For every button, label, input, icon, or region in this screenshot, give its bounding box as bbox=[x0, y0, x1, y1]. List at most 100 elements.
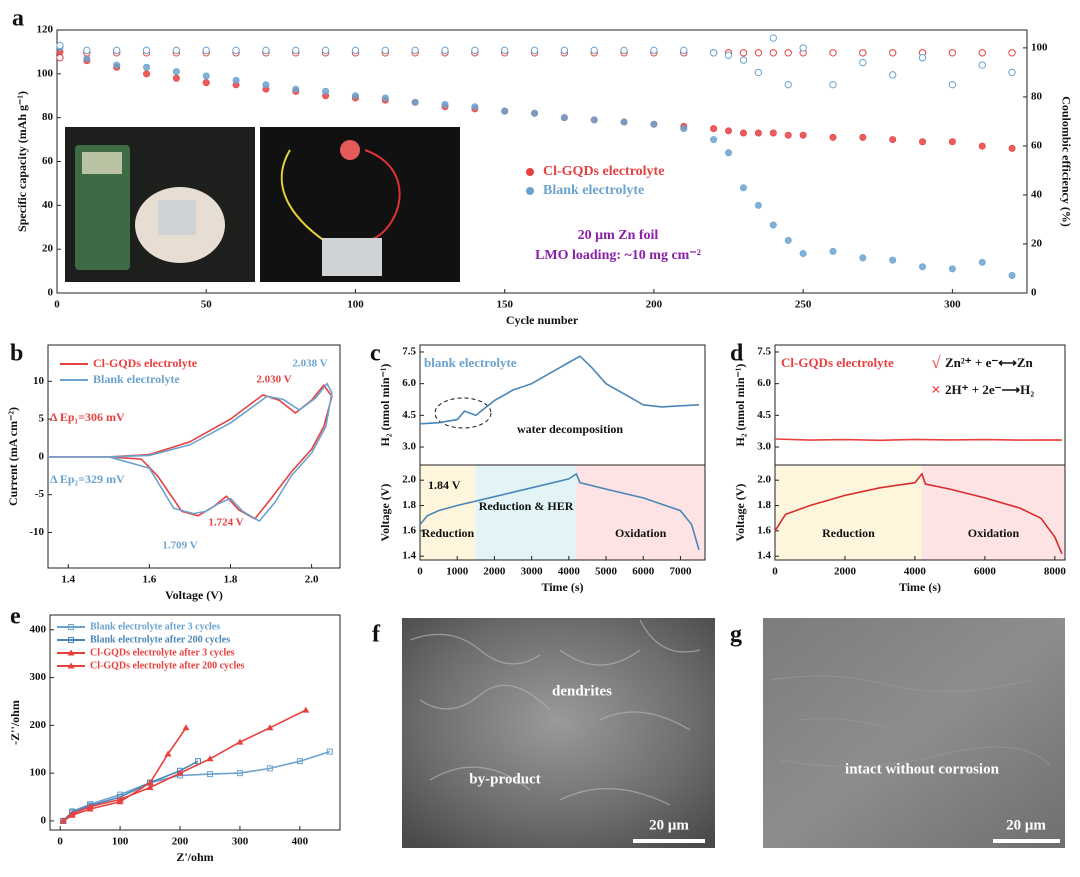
scale-bar-label: 20 μm bbox=[649, 817, 689, 833]
region-label: Reduction bbox=[422, 526, 475, 540]
x-tick-label: 400 bbox=[292, 836, 309, 848]
annotation: Cl-GQDs electrolyte bbox=[781, 355, 894, 370]
photo-display bbox=[82, 152, 122, 174]
y-tick-label: 200 bbox=[30, 719, 47, 731]
data-point bbox=[784, 131, 792, 139]
plot-frame bbox=[419, 464, 706, 561]
data-line bbox=[419, 355, 700, 425]
data-point bbox=[919, 138, 927, 146]
y2-tick-label: 80 bbox=[1031, 90, 1043, 102]
data-point bbox=[784, 49, 792, 57]
data-point bbox=[978, 258, 986, 266]
data-point bbox=[725, 149, 733, 157]
data-point bbox=[859, 254, 867, 262]
x-tick-label: 250 bbox=[795, 299, 812, 311]
data-point bbox=[292, 85, 300, 93]
data-point bbox=[680, 125, 688, 133]
y-tick-label: 7.5 bbox=[757, 346, 771, 358]
y-tick-label: 120 bbox=[37, 24, 54, 36]
data-point bbox=[948, 265, 956, 273]
data-marker bbox=[68, 624, 74, 630]
sem-texture bbox=[409, 619, 701, 806]
y-tick-label: 7.5 bbox=[402, 346, 416, 358]
y-tick-label: 10 bbox=[33, 375, 45, 387]
y-tick-label: 6.0 bbox=[757, 377, 771, 389]
data-marker bbox=[206, 771, 213, 778]
x-tick-label: 200 bbox=[646, 299, 663, 311]
annotation: Δ Ep₁=306 mV bbox=[50, 410, 125, 424]
annotation: 2.038 V bbox=[292, 358, 327, 370]
data-point bbox=[441, 46, 449, 55]
data-point bbox=[948, 49, 957, 57]
data-line bbox=[774, 472, 1063, 555]
annotation: Zn²⁺ + e⁻⟷Zn bbox=[945, 355, 1034, 370]
data-point bbox=[531, 109, 539, 117]
data-point bbox=[888, 49, 897, 57]
data-point bbox=[321, 46, 330, 55]
region bbox=[775, 465, 922, 560]
data-point bbox=[172, 68, 180, 76]
data-point bbox=[560, 46, 569, 55]
photo-cell bbox=[158, 200, 196, 235]
data-point bbox=[888, 71, 897, 79]
region-label: Reduction bbox=[822, 526, 875, 540]
y-tick-label: 20 bbox=[42, 243, 54, 255]
data-point bbox=[441, 101, 449, 109]
data-point bbox=[202, 79, 210, 87]
x-tick-label: 1.8 bbox=[224, 574, 238, 586]
y-tick-label: 2.0 bbox=[757, 474, 771, 486]
data-point bbox=[232, 76, 240, 84]
data-point bbox=[829, 49, 837, 57]
y2-tick-label: 0 bbox=[1031, 287, 1037, 299]
data-marker bbox=[236, 770, 243, 777]
legend-label: Cl-GQDs electrolyte after 3 cycles bbox=[90, 647, 235, 658]
y-tick-label: 40 bbox=[42, 199, 54, 211]
data-point bbox=[590, 46, 598, 55]
data-marker bbox=[326, 748, 333, 755]
data-marker bbox=[206, 755, 214, 762]
data-point bbox=[351, 92, 359, 100]
legend-marker bbox=[526, 168, 534, 176]
panel-letter: e bbox=[10, 604, 21, 630]
image-annotation: dendrites bbox=[552, 683, 612, 699]
data-point bbox=[56, 53, 64, 62]
region bbox=[420, 465, 476, 560]
annotation: 2H⁺ + 2e⁻⟶H₂ bbox=[945, 382, 1034, 397]
plot-frame bbox=[49, 614, 341, 831]
x-tick-label: 50 bbox=[201, 299, 213, 311]
legend-label: Cl-GQDs electrolyte bbox=[543, 164, 664, 179]
panel-letter: g bbox=[730, 622, 742, 648]
y2-tick-label: 20 bbox=[1031, 238, 1043, 250]
x-axis-label: Time (s) bbox=[541, 580, 583, 594]
data-point bbox=[411, 46, 419, 55]
photo-wire bbox=[364, 149, 401, 241]
data-point bbox=[1008, 68, 1016, 77]
data-point bbox=[769, 221, 777, 229]
highlight-ellipse bbox=[434, 397, 492, 429]
data-point bbox=[560, 114, 568, 122]
data-point bbox=[1008, 144, 1016, 152]
y-tick-label: 0 bbox=[39, 450, 45, 462]
y-tick-label: 4.5 bbox=[402, 409, 416, 421]
x-tick-label: 2000 bbox=[834, 566, 857, 578]
annotation: 1.84 V bbox=[428, 478, 461, 492]
data-point bbox=[172, 74, 180, 82]
y-tick-label: 1.6 bbox=[402, 524, 416, 536]
y-tick-label: 1.8 bbox=[402, 499, 416, 511]
x-tick-label: 7000 bbox=[669, 566, 692, 578]
x-tick-label: 1.6 bbox=[143, 574, 157, 586]
data-point bbox=[680, 46, 688, 55]
y-tick-label: 1.4 bbox=[757, 550, 771, 562]
legend-label: Cl-GQDs electrolyte after 200 cycles bbox=[90, 660, 245, 671]
annotation: water decomposition bbox=[517, 422, 623, 436]
data-point bbox=[889, 256, 897, 264]
data-point bbox=[292, 46, 300, 55]
data-point bbox=[381, 46, 390, 55]
panel-letter: a bbox=[12, 6, 24, 32]
sem-image bbox=[763, 618, 1065, 848]
y-axis-label: Specific capacity (mAh g⁻¹) bbox=[15, 91, 29, 232]
y-tick-label: 1.8 bbox=[757, 499, 771, 511]
data-point bbox=[859, 133, 867, 141]
annotation: LMO loading: ~10 mg cm⁻² bbox=[535, 248, 701, 263]
data-point bbox=[769, 34, 778, 42]
